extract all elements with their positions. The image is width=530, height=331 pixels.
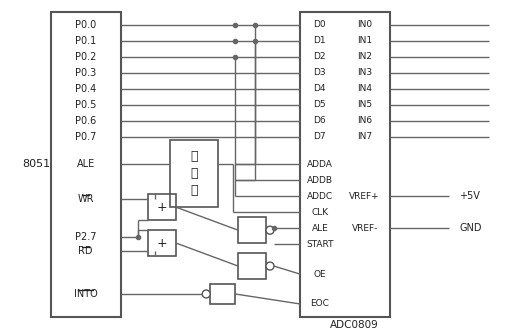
Bar [238,253,266,279]
Text: START: START [306,240,333,249]
Text: D4: D4 [314,84,326,93]
Text: P0.7: P0.7 [75,131,96,142]
Text: D3: D3 [314,68,326,77]
Text: +: + [157,237,167,250]
Text: IN7: IN7 [357,132,372,141]
Text: EOC: EOC [311,300,329,308]
Text: ADDA: ADDA [307,160,333,169]
Text: WR: WR [77,194,94,204]
Circle shape [202,290,210,298]
Text: IN5: IN5 [357,100,372,109]
Circle shape [266,262,274,270]
Text: P0.3: P0.3 [75,68,96,78]
Text: D0: D0 [314,21,326,29]
Text: D7: D7 [314,132,326,141]
Text: D5: D5 [314,100,326,109]
Text: P2.7: P2.7 [75,232,96,242]
Bar [300,12,390,317]
Text: IN2: IN2 [357,52,372,61]
Text: IN1: IN1 [357,36,372,45]
Text: P0.0: P0.0 [75,20,96,30]
Text: ADDB: ADDB [307,176,333,185]
Text: IN6: IN6 [357,116,372,125]
Circle shape [266,226,274,234]
Text: D1: D1 [314,36,326,45]
Bar [51,12,120,317]
Text: 8051: 8051 [23,160,51,169]
Text: IN3: IN3 [357,68,372,77]
Text: P0.6: P0.6 [75,116,96,125]
Text: CLK: CLK [311,208,329,217]
Text: 器: 器 [190,184,198,197]
Bar [238,217,266,243]
Text: OE: OE [314,269,326,279]
Bar [170,139,218,207]
Text: GND: GND [460,223,482,233]
Bar [148,230,176,256]
Bar [210,284,235,304]
Text: P0.5: P0.5 [75,100,96,110]
Text: ADC0809: ADC0809 [330,320,379,330]
Text: INTO: INTO [74,289,98,299]
Text: ALE: ALE [76,160,95,169]
Text: P0.4: P0.4 [75,84,96,94]
Text: IN4: IN4 [357,84,372,93]
Text: 分: 分 [190,150,198,163]
Text: VREF+: VREF+ [349,192,380,201]
Bar [148,194,176,220]
Text: IN0: IN0 [357,21,372,29]
Text: D6: D6 [314,116,326,125]
Text: RD: RD [78,246,93,256]
Text: 频: 频 [190,167,198,180]
Text: D2: D2 [314,52,326,61]
Text: ALE: ALE [312,224,328,233]
Text: P0.1: P0.1 [75,36,96,46]
Text: +: + [157,201,167,214]
Text: VREF-: VREF- [351,224,378,233]
Text: ADDC: ADDC [307,192,333,201]
Text: +5V: +5V [460,191,480,201]
Text: P0.2: P0.2 [75,52,96,62]
